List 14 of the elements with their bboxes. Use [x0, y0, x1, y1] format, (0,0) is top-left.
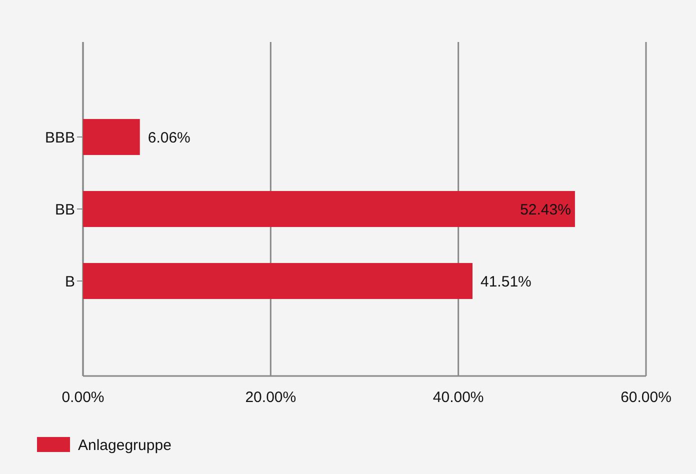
bar — [83, 263, 472, 299]
x-tick-label: 20.00% — [245, 389, 296, 406]
x-tick-label: 40.00% — [432, 389, 484, 406]
bar — [83, 119, 140, 155]
data-label: 52.43% — [520, 201, 571, 218]
x-tick-label: 0.00% — [62, 389, 104, 406]
bar — [83, 191, 575, 227]
data-label: 6.06% — [148, 129, 190, 146]
y-tick-label: BB — [54, 201, 75, 218]
y-tick-label: BBB — [44, 129, 75, 146]
legend-label: Anlagegruppe — [78, 436, 172, 454]
data-label: 41.51% — [480, 273, 532, 290]
x-tick-label: 60.00% — [620, 389, 672, 406]
y-tick-label: B — [64, 273, 75, 290]
